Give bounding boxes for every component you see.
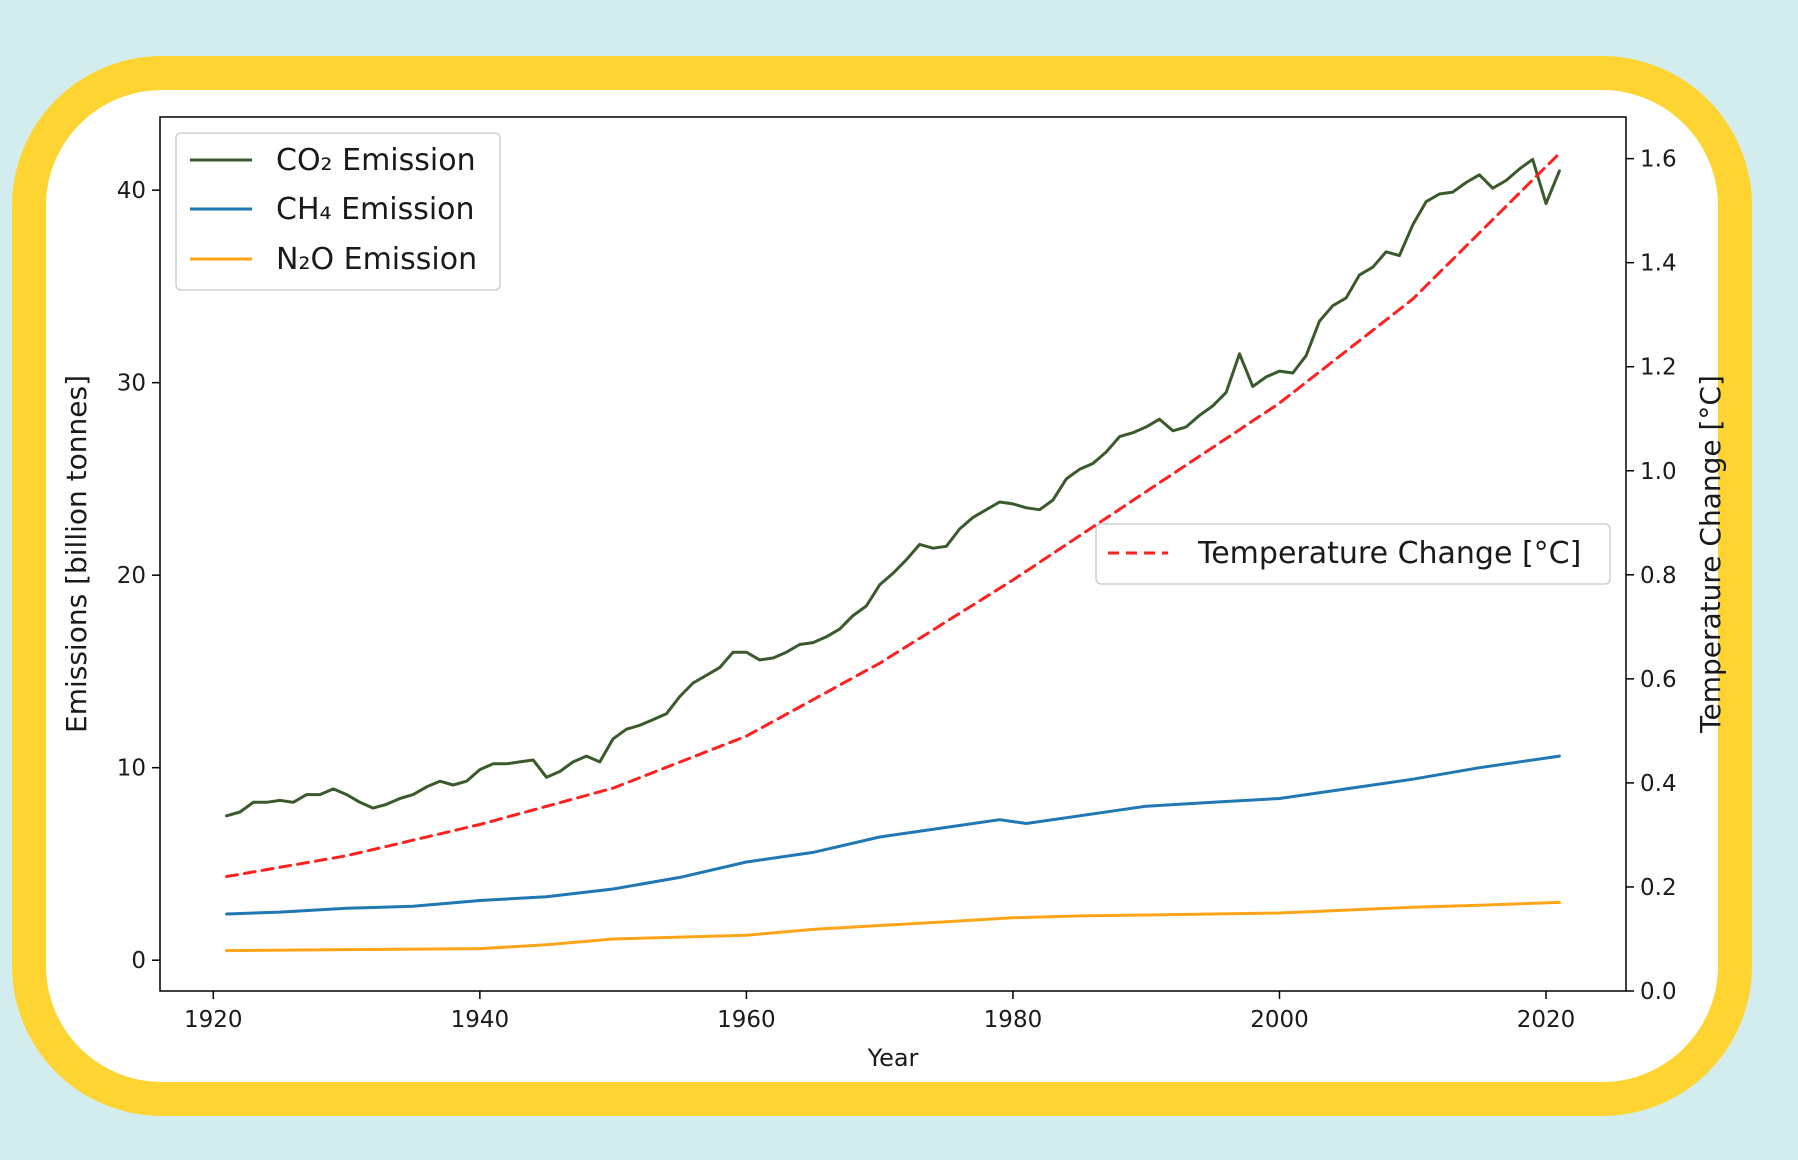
y-left-tick-label: 10 <box>117 756 146 782</box>
series-layer <box>225 151 1561 953</box>
y-right-tick-label: 0.2 <box>1640 875 1677 901</box>
ch4-emission-line <box>225 754 1561 916</box>
y-axis-right-label: Temperature Change [°C] <box>1694 375 1727 734</box>
y-right-tick-label: 1.4 <box>1640 251 1677 277</box>
y-right-tick-label: 0.6 <box>1640 667 1677 693</box>
legend-emissions: CO₂ Emission CH₄ Emission N₂O Emission <box>175 132 501 291</box>
y-left-tick-label: 30 <box>117 371 146 397</box>
legend-temperature-label: Temperature Change [°C] <box>1197 536 1581 571</box>
y-left-tick-label: 20 <box>117 563 146 589</box>
legend-emissions-box <box>175 132 501 291</box>
legend-n2o-label: N₂O Emission <box>276 242 477 277</box>
x-axis-label: Year <box>867 1044 919 1072</box>
y-axis-left-label: Emissions [billion tonnes] <box>60 375 93 733</box>
x-tick-label: 2000 <box>1250 1007 1309 1033</box>
y-left-tick-label: 40 <box>117 178 146 204</box>
legend-temperature: Temperature Change [°C] <box>1095 523 1611 585</box>
n2o-emission-line <box>225 900 1561 953</box>
y-left-tick-label: 0 <box>131 948 146 974</box>
y-right-tick-label: 1.6 <box>1640 147 1677 173</box>
co2-emission-line <box>225 157 1561 818</box>
x-tick-label: 2020 <box>1517 1007 1576 1033</box>
legend-ch4-label: CH₄ Emission <box>276 192 475 227</box>
x-tick-label: 1980 <box>984 1007 1043 1033</box>
y-right-tick-label: 1.0 <box>1640 459 1677 485</box>
y-right-tick-label: 0.0 <box>1640 979 1677 1005</box>
x-tick-label: 1920 <box>184 1007 243 1033</box>
legend-temperature-box <box>1095 523 1611 585</box>
temperature-change-line <box>225 151 1561 878</box>
y-right-tick-label: 1.2 <box>1640 355 1677 381</box>
legend-co2-label: CO₂ Emission <box>276 143 476 178</box>
x-tick-label: 1940 <box>451 1007 510 1033</box>
ticks-layer: 1920 1940 1960 1980 2000 2020 0 10 20 30 40 0.0 0.2 0… <box>117 147 1677 1033</box>
x-tick-label: 1960 <box>717 1007 776 1033</box>
y-right-tick-label: 0.8 <box>1640 563 1677 589</box>
y-right-tick-label: 0.4 <box>1640 771 1677 797</box>
